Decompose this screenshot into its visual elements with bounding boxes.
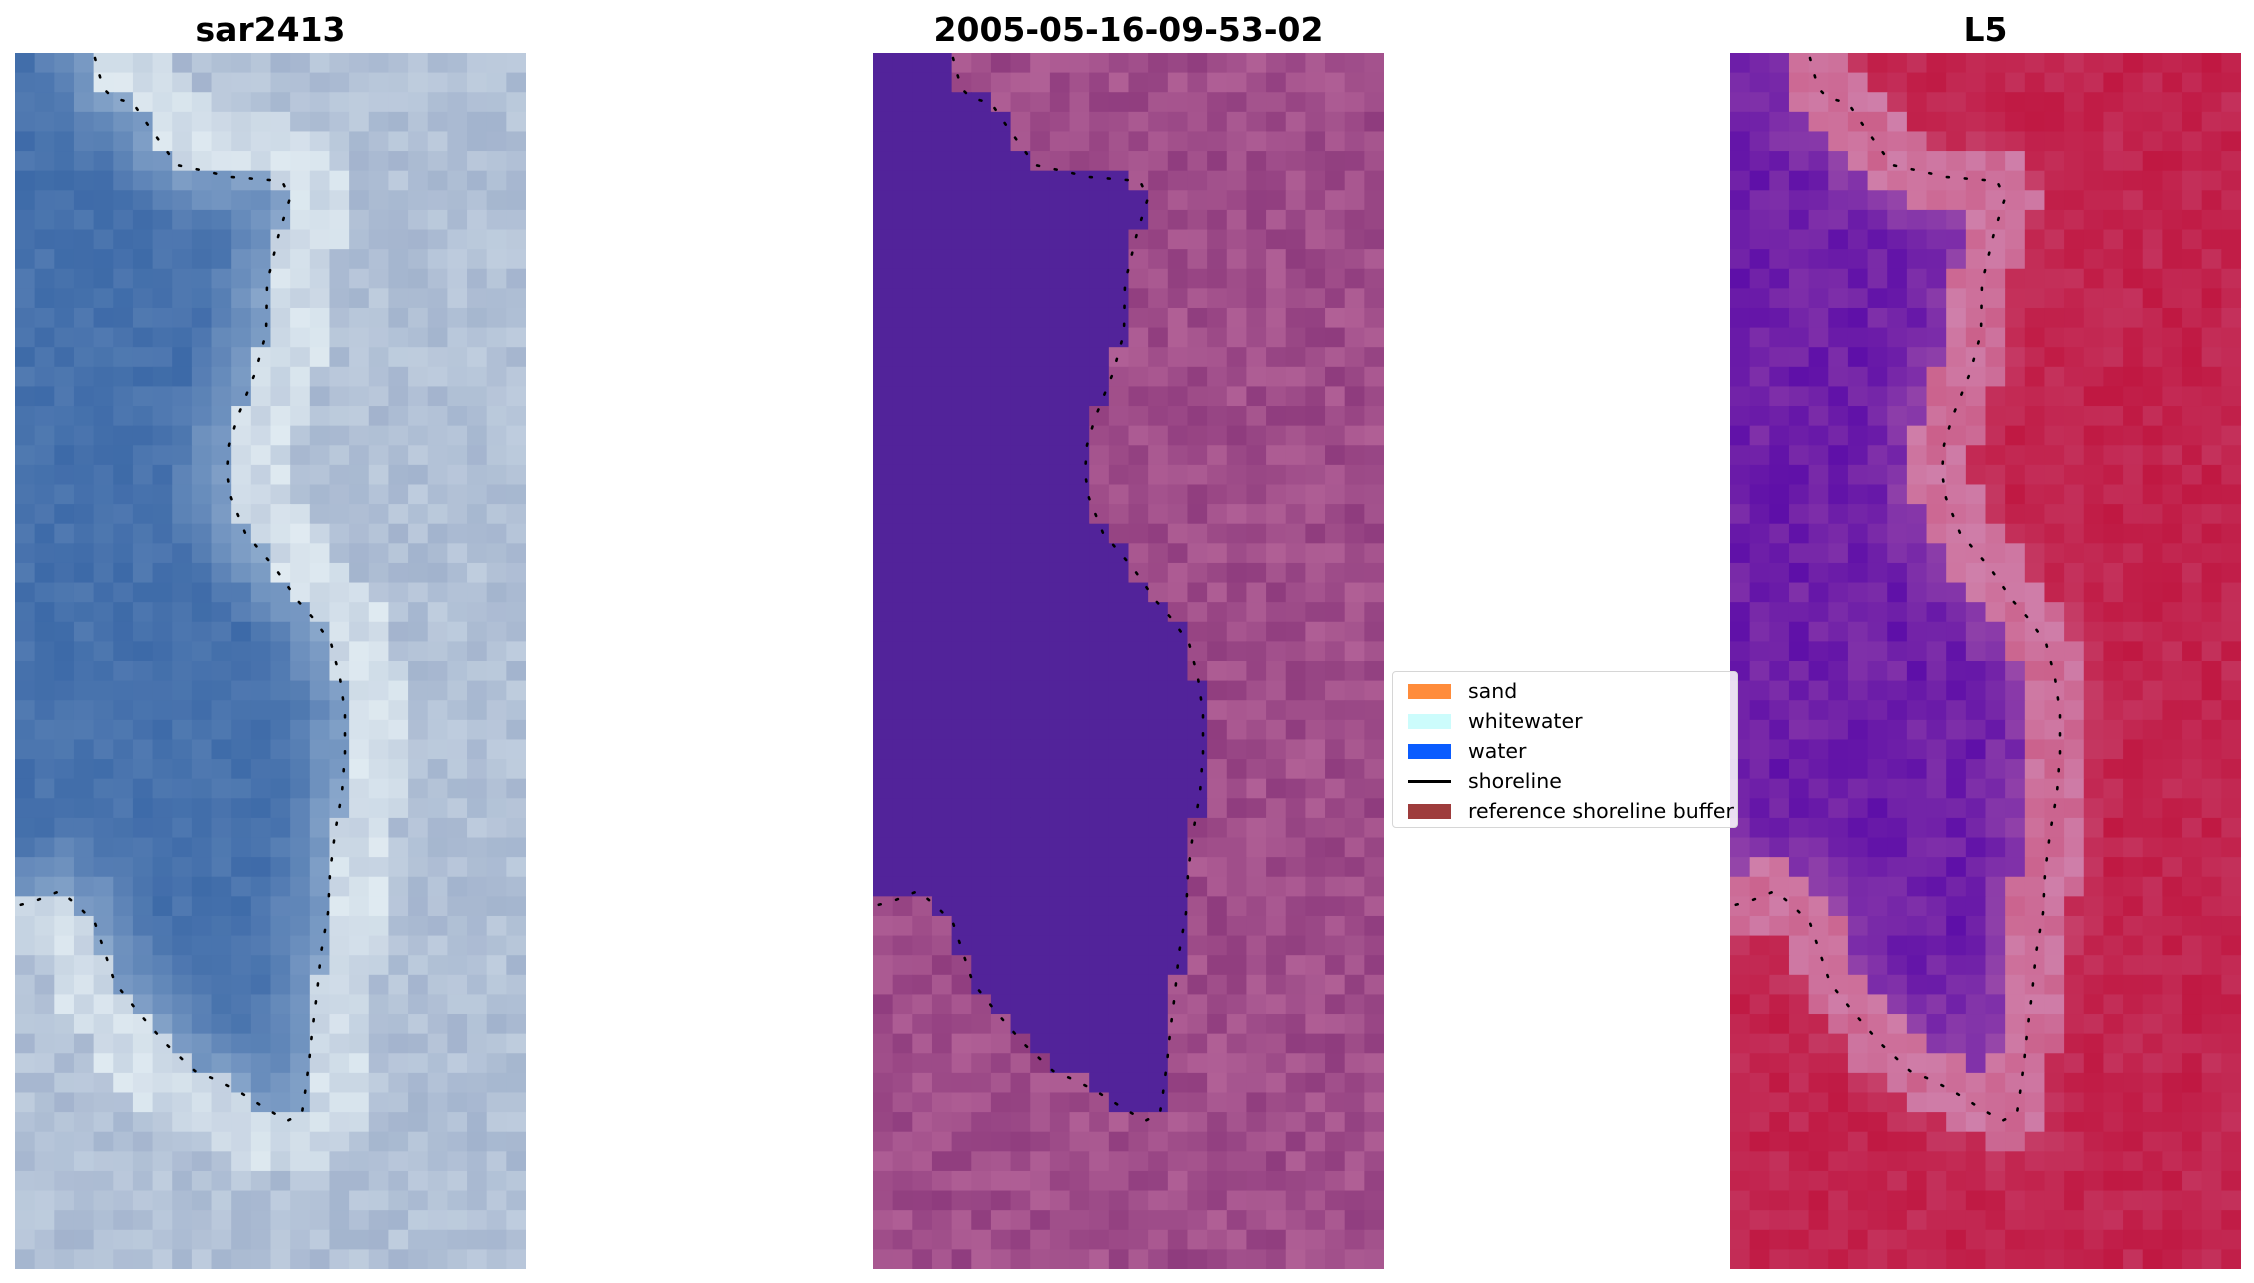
legend-entry-whitewater: whitewater	[1401, 705, 1761, 735]
shoreline-trace	[876, 56, 1205, 1123]
legend-label-shoreline: shoreline	[1468, 769, 1562, 793]
rgb-image	[15, 53, 526, 1269]
panel-title-index: L5	[1963, 10, 2008, 49]
classified-image	[873, 53, 1384, 1269]
classified-image-panel	[873, 53, 1384, 1269]
legend-label-whitewater: whitewater	[1468, 709, 1583, 733]
legend-label-water: water	[1468, 739, 1527, 763]
rgb-image-panel	[15, 53, 526, 1269]
legend-entry-buffer: reference shoreline buffer	[1401, 795, 1761, 825]
shoreline-trace	[1733, 56, 2062, 1123]
shoreline-line-swatch	[1408, 780, 1451, 783]
index-image	[1730, 53, 2241, 1269]
shoreline-trace	[18, 56, 347, 1123]
legend-label-buffer: reference shoreline buffer	[1468, 799, 1734, 823]
water-swatch	[1408, 744, 1451, 759]
panel-title-date: 2005-05-16-09-53-02	[933, 10, 1324, 49]
legend-label-sand: sand	[1468, 679, 1518, 703]
panel-title-rgb: sar2413	[195, 10, 346, 49]
legend-entry-water: water	[1401, 735, 1761, 765]
legend-entry-shoreline: shoreline	[1401, 765, 1761, 795]
legend-entry-sand: sand	[1401, 675, 1761, 705]
buffer-swatch	[1408, 804, 1451, 819]
whitewater-swatch	[1408, 714, 1451, 729]
sand-swatch	[1408, 684, 1451, 699]
legend: sand whitewater water shoreline referenc…	[1392, 671, 1738, 828]
index-image-panel	[1730, 53, 2241, 1269]
